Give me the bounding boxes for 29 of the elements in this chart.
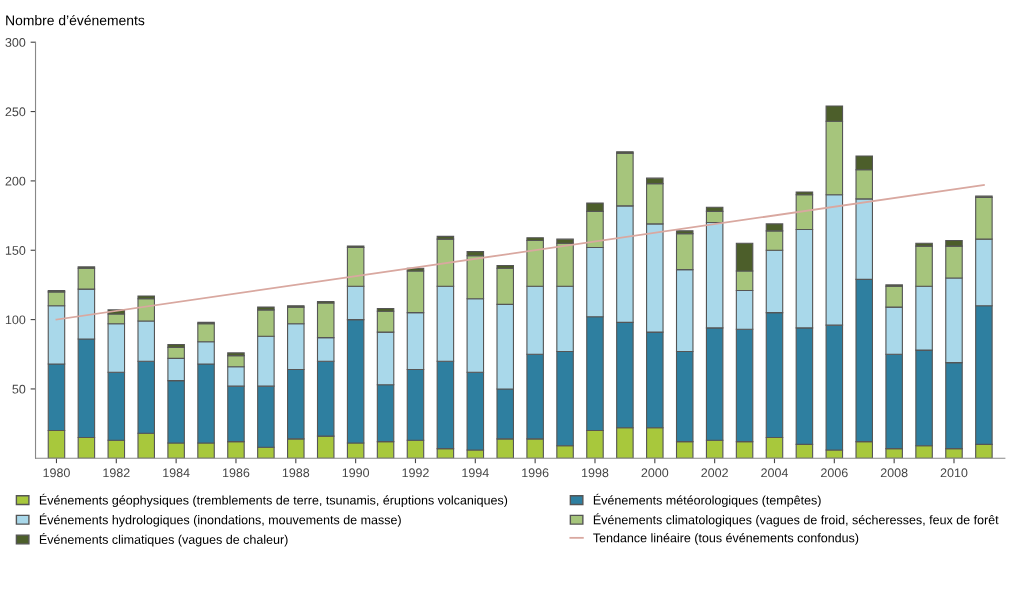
x-tick-label: 2008 — [880, 468, 908, 478]
legend-label: Événements climatiques (vagues de chaleur) — [39, 533, 288, 547]
y-tick-label: 100 — [5, 315, 26, 325]
x-tick-label: 1988 — [282, 468, 310, 478]
x-tick-label: 1986 — [223, 468, 250, 478]
y-tick-label: 250 — [5, 107, 26, 117]
x-tick-label: 1992 — [402, 468, 429, 478]
x-tick-label: 1998 — [582, 468, 609, 478]
x-tick-label: 1990 — [342, 468, 370, 478]
y-tick-label: 300 — [5, 38, 26, 47]
x-tick-label: 1982 — [103, 468, 130, 478]
y-axis-title: Nombre d’événements — [6, 14, 145, 26]
legend-label: Événements météorologiques (tempêtes) — [593, 493, 821, 508]
x-tick-label: 2002 — [701, 468, 728, 478]
x-tick-label: 1994 — [462, 468, 489, 478]
legend-label: Événements climatologiques (vagues de froid, sécheresses, feux de forêt — [593, 513, 999, 527]
y-tick-label: 200 — [5, 176, 26, 186]
x-tick-label: 2010 — [940, 468, 968, 478]
legend-label: Événements hydrologiques (inondations, mouvements de masse) — [39, 513, 401, 527]
legend-label: Événements géophysiques (tremblements de terre, tsunamis, éruptions volcaniques) — [39, 493, 508, 508]
legend-label: Tendance linéaire (tous événements confondus) — [593, 533, 859, 545]
x-tick-label: 2000 — [641, 468, 669, 478]
x-tick-label: 1996 — [522, 468, 549, 478]
y-tick-label: 150 — [5, 246, 26, 255]
x-tick-label: 2004 — [761, 468, 789, 478]
y-tick-label: 50 — [12, 384, 26, 394]
x-tick-label: 1980 — [43, 468, 70, 478]
x-tick-label: 1984 — [163, 468, 190, 478]
x-tick-label: 2006 — [821, 468, 848, 478]
